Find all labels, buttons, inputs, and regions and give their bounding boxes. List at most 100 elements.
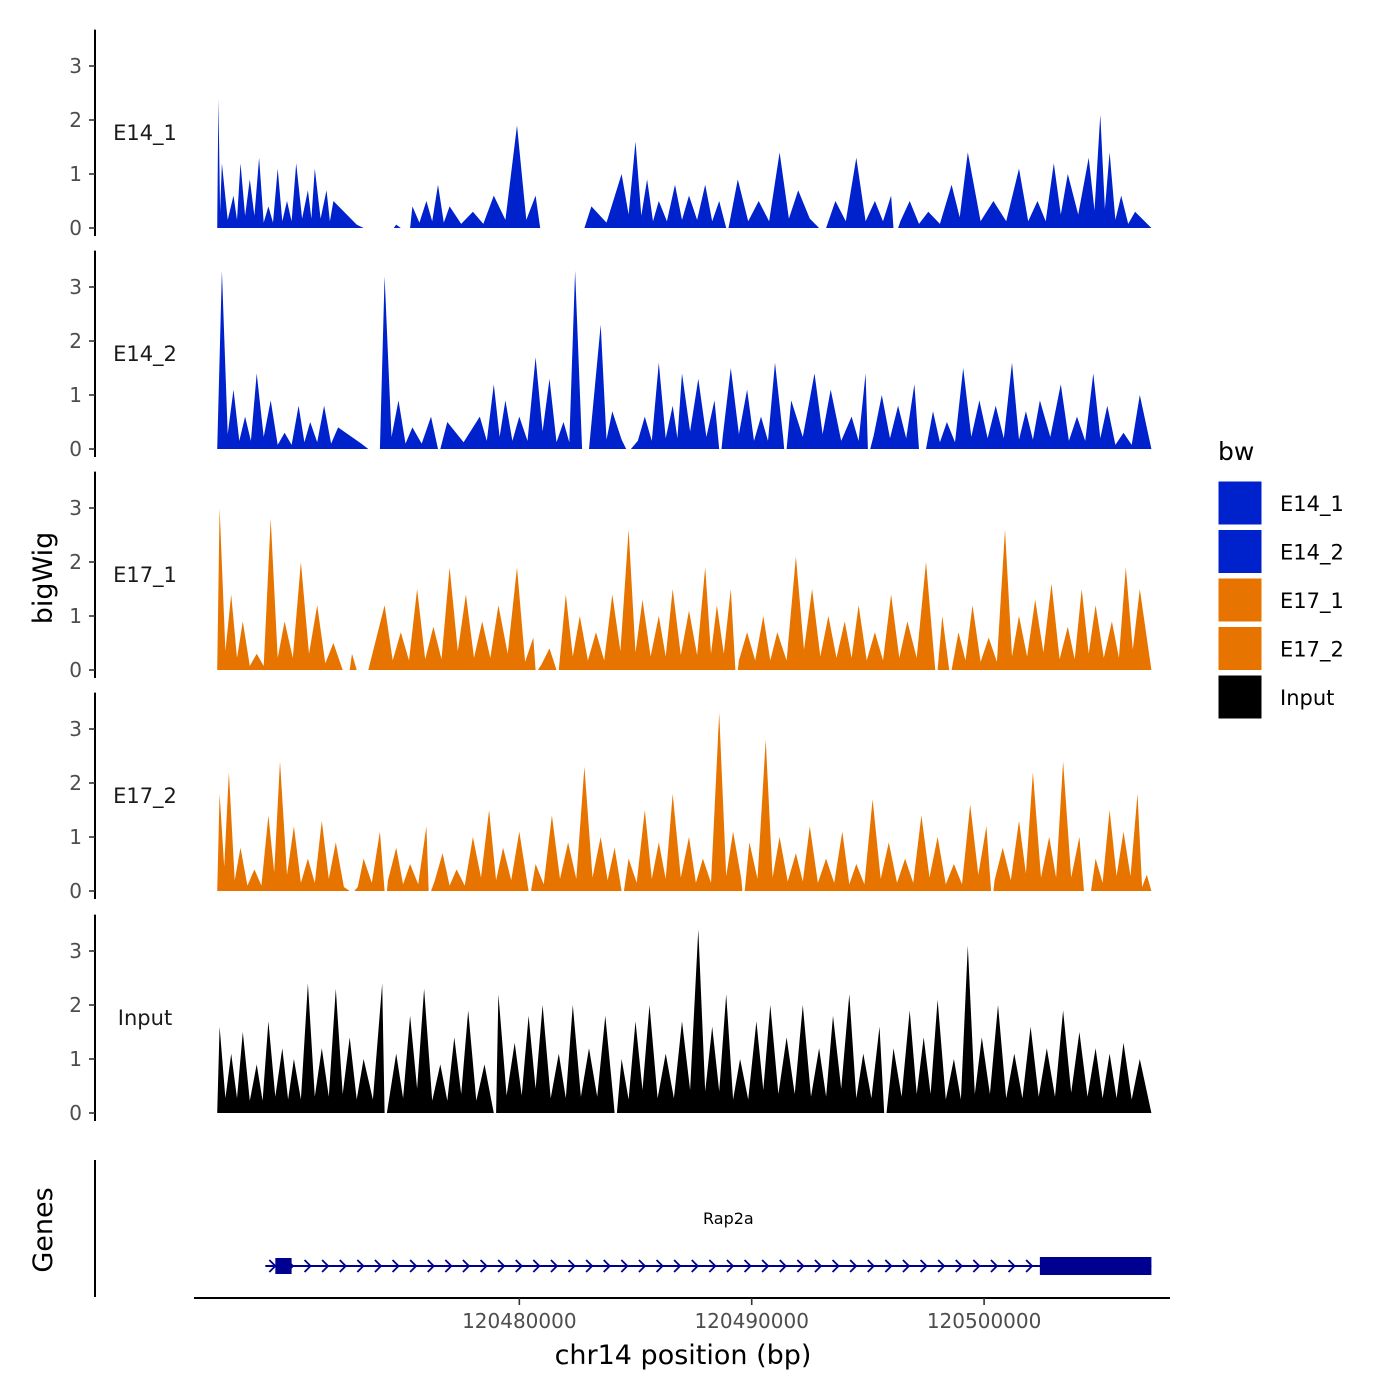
strand-arrow (356, 1259, 365, 1273)
y-tick-label: 0 (69, 658, 82, 682)
tracks-layer: 0 1 2 3 E14_1 0 1 2 3 E14_2 0 1 2 3 E17_1 0 1 2 3 E17_2 0 1 2 3… (69, 29, 1152, 1125)
strand-arrow (743, 1259, 752, 1273)
strand-arrow (937, 1259, 946, 1273)
track-E17_1: 0 1 2 3 E17_1 (69, 471, 1152, 682)
strand-arrow (831, 1259, 840, 1273)
strand-arrow (1025, 1259, 1034, 1273)
strand-arrow (391, 1259, 400, 1273)
strand-arrow (532, 1259, 541, 1273)
legend-swatch (1217, 577, 1263, 623)
y-tick-label: 0 (69, 216, 82, 240)
y-tick-label: 2 (69, 329, 82, 353)
y-tick-label: 2 (69, 550, 82, 574)
strand-arrow (708, 1259, 717, 1273)
signal-area-E14_1 (217, 98, 1152, 229)
y-tick-label: 3 (69, 717, 82, 741)
strand-arrow (761, 1259, 770, 1273)
gene-panel: Rap2a (94, 1160, 1152, 1297)
track-E14_1: 0 1 2 3 E14_1 (69, 29, 1152, 240)
y-tick-label: 0 (69, 879, 82, 903)
legend-label: E14_2 (1280, 541, 1344, 566)
strand-arrow (655, 1259, 664, 1273)
track-E17_2: 0 1 2 3 E17_2 (69, 692, 1152, 903)
strand-arrow (620, 1259, 629, 1273)
signal-area-E17_1 (217, 508, 1152, 670)
gene-exon (275, 1258, 292, 1274)
strand-arrow (638, 1259, 647, 1273)
legend: bw E14_1 E14_2 E17_1 E17_2 Input (1217, 437, 1344, 720)
strand-arrow (603, 1259, 612, 1273)
track-Input: 0 1 2 3 Input (69, 914, 1152, 1125)
x-axis-title: chr14 position (bp) (555, 1340, 812, 1371)
gene-name-label: Rap2a (703, 1209, 754, 1228)
y-tick-label: 2 (69, 108, 82, 132)
strand-arrow (427, 1259, 436, 1273)
strand-arrow (726, 1259, 735, 1273)
strand-arrow (1007, 1259, 1016, 1273)
y-tick-label: 2 (69, 993, 82, 1017)
strand-arrow (796, 1259, 805, 1273)
strand-arrow (919, 1259, 928, 1273)
strand-arrow (814, 1259, 823, 1273)
strand-arrow (462, 1259, 471, 1273)
strand-arrow (409, 1259, 418, 1273)
strand-arrow (884, 1259, 893, 1273)
y-tick-label: 1 (69, 383, 82, 407)
legend-swatch (1217, 626, 1263, 671)
track-label: E14_1 (113, 121, 177, 146)
x-axis: 120480000 120490000 120500000 (194, 1297, 1170, 1333)
strand-arrow (673, 1259, 682, 1273)
strand-arrow (339, 1259, 348, 1273)
y-tick-label: 2 (69, 771, 82, 795)
track-label: E17_1 (113, 563, 177, 588)
genes-panel-label: Genes (28, 1187, 59, 1272)
legend-label: Input (1280, 686, 1334, 710)
y-tick-label: 3 (69, 939, 82, 963)
legend-swatch (1217, 480, 1263, 526)
legend-title: bw (1218, 437, 1254, 466)
y-tick-label: 0 (69, 437, 82, 461)
strand-arrow (902, 1259, 911, 1273)
strand-arrow (990, 1259, 999, 1273)
signal-area-E17_2 (217, 712, 1152, 891)
track-label: E14_2 (113, 342, 177, 367)
strand-arrow (972, 1259, 981, 1273)
y-axis-title: bigWig (28, 532, 59, 625)
strand-arrow (567, 1259, 576, 1273)
legend-label: E17_2 (1280, 638, 1344, 663)
strand-arrow (268, 1259, 277, 1273)
y-tick-label: 0 (69, 1101, 82, 1125)
strand-arrow (321, 1259, 330, 1273)
strand-arrow (374, 1259, 383, 1273)
track-label: Input (118, 1006, 172, 1030)
strand-arrow (479, 1259, 488, 1273)
y-tick-label: 3 (69, 275, 82, 299)
legend-label: E17_1 (1280, 589, 1344, 614)
strand-arrow (444, 1259, 453, 1273)
strand-arrow (691, 1259, 700, 1273)
legend-label: E14_1 (1280, 492, 1344, 517)
strand-arrow (497, 1259, 506, 1273)
y-tick-label: 3 (69, 54, 82, 78)
x-tick-label: 120490000 (694, 1309, 809, 1333)
strand-arrow (585, 1259, 594, 1273)
x-tick-label: 120480000 (462, 1309, 577, 1333)
track-label: E17_2 (113, 784, 177, 809)
x-tick-label: 120500000 (927, 1309, 1042, 1333)
y-tick-label: 3 (69, 496, 82, 520)
y-tick-label: 1 (69, 604, 82, 628)
strand-arrow (867, 1259, 876, 1273)
strand-arrow (550, 1259, 559, 1273)
y-tick-label: 1 (69, 1047, 82, 1071)
legend-swatch (1217, 529, 1263, 574)
signal-area-E14_2 (217, 270, 1152, 449)
y-tick-label: 1 (69, 825, 82, 849)
track-E14_2: 0 1 2 3 E14_2 (69, 250, 1152, 461)
signal-area-Input (217, 929, 1152, 1113)
legend-swatch (1217, 674, 1263, 720)
strand-arrow (849, 1259, 858, 1273)
strand-arrow (303, 1259, 312, 1273)
strand-arrow (779, 1259, 788, 1273)
strand-arrow (515, 1259, 524, 1273)
